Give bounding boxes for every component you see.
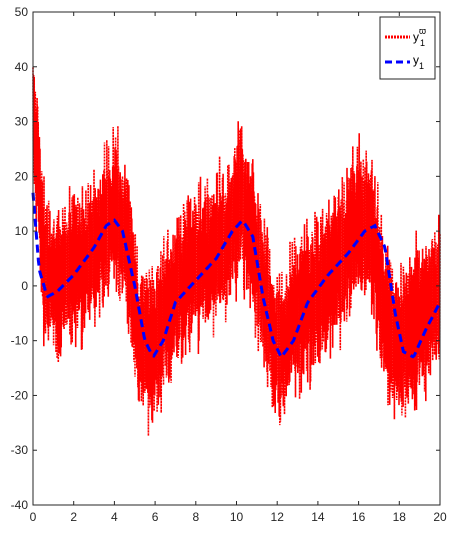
legend-label-series-1-sup: ϖ [419,26,426,36]
legend: yϖ 1 y1 [379,16,436,80]
legend-label-series-1-sub: 1 [420,38,425,48]
x-tick-label: 16 [352,510,366,524]
legend-box [379,16,436,80]
y-tick-label: 10 [15,224,29,238]
legend-label-series-1: yϖ 1 [413,26,426,48]
y-tick-label: 20 [15,169,29,183]
x-tick-label: 12 [271,510,285,524]
x-tick-label: 18 [393,510,407,524]
legend-label-series-2-sub: 1 [419,61,424,71]
series-layer [31,67,442,436]
x-tick-label: 10 [230,510,244,524]
x-tick-label: 6 [152,510,159,524]
series-line-blue [31,192,442,360]
y-tick-label: 30 [15,115,29,129]
y-tick-label: -10 [11,334,29,348]
y-tick-label: 0 [21,279,28,293]
x-tick-label: 8 [192,510,199,524]
x-tick-label: 2 [70,510,77,524]
series-line-red [32,67,441,436]
x-tick-label: 0 [30,510,37,524]
x-tick-label: 14 [311,510,325,524]
legend-label-series-2: y1 [413,53,424,71]
y-tick-label: -40 [11,498,29,512]
x-tick-label: 20 [433,510,447,524]
x-axis: 0 2 4 6 8 10 12 14 16 18 20 [30,12,447,524]
y-tick-label: -20 [11,388,29,402]
x-tick-label: 4 [111,510,118,524]
y-axis: -40 -30 -20 -10 0 10 20 30 40 50 [11,5,440,512]
y-tick-label: 40 [15,60,29,74]
y-tick-label: 50 [15,5,29,19]
y-tick-label: -30 [11,443,29,457]
